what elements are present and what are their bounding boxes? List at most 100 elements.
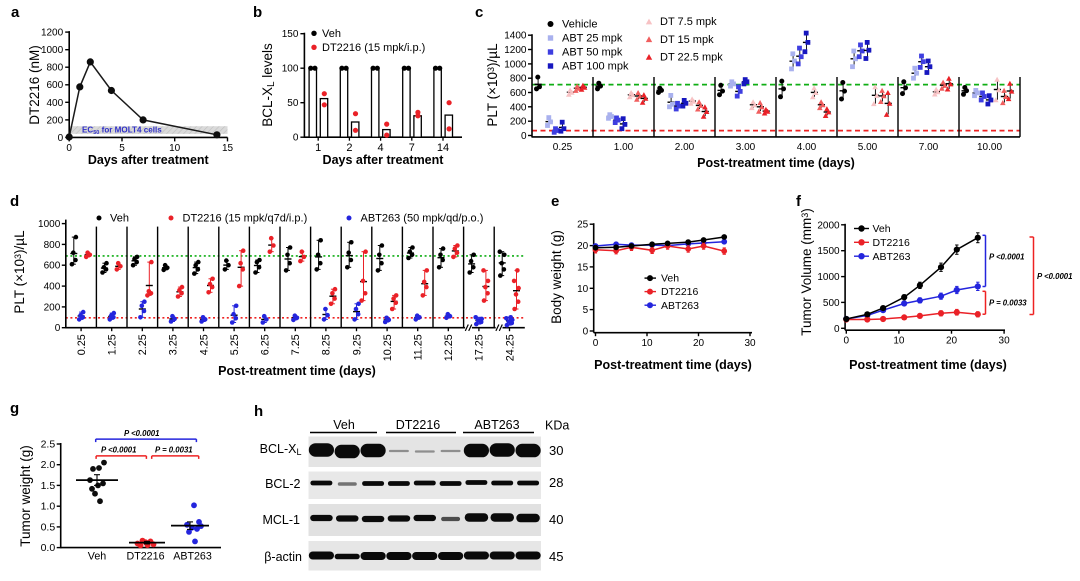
- svg-text:200: 200: [44, 302, 61, 313]
- svg-text:0: 0: [593, 338, 599, 349]
- svg-text:MCL-1: MCL-1: [262, 513, 300, 527]
- svg-text:Post-treatment time (days): Post-treatment time (days): [697, 156, 855, 170]
- svg-text:200: 200: [510, 117, 527, 128]
- svg-text:a: a: [11, 4, 20, 21]
- svg-text:Body weight (g): Body weight (g): [549, 230, 564, 324]
- svg-text:600: 600: [510, 88, 527, 99]
- svg-text:d: d: [10, 193, 19, 210]
- svg-text:10: 10: [641, 338, 653, 349]
- svg-text:1200: 1200: [41, 28, 64, 39]
- svg-text:0.0: 0.0: [41, 542, 56, 554]
- svg-text:12.25: 12.25: [443, 334, 455, 361]
- svg-text:1.00: 1.00: [614, 142, 634, 153]
- svg-text:2000: 2000: [817, 220, 840, 231]
- svg-text:0.5: 0.5: [41, 521, 56, 533]
- svg-text:Post-treatment time (days): Post-treatment time (days): [218, 364, 376, 378]
- svg-text:ABT 100 mpk: ABT 100 mpk: [562, 61, 629, 73]
- svg-text:10: 10: [169, 143, 181, 154]
- svg-text:0: 0: [293, 133, 299, 144]
- svg-text:ABT263: ABT263: [873, 251, 911, 263]
- svg-text:800: 800: [44, 240, 61, 251]
- svg-text:g: g: [10, 400, 19, 417]
- svg-text:DT2216 (15 mpk/i.p.): DT2216 (15 mpk/i.p.): [322, 42, 425, 54]
- svg-text:BCL-XL: BCL-XL: [260, 442, 302, 457]
- svg-text:4.25: 4.25: [198, 334, 210, 355]
- svg-text:10.00: 10.00: [977, 142, 1002, 153]
- svg-text:150: 150: [282, 29, 299, 40]
- svg-text:1000: 1000: [41, 45, 64, 56]
- svg-text:2: 2: [346, 142, 352, 154]
- svg-text:ABT 25 mpk: ABT 25 mpk: [562, 33, 623, 45]
- svg-text:1000: 1000: [817, 272, 840, 283]
- svg-text:10.25: 10.25: [382, 334, 394, 361]
- svg-text:0: 0: [844, 336, 850, 347]
- svg-text:24.25: 24.25: [504, 334, 516, 361]
- svg-text:0.25: 0.25: [553, 142, 573, 153]
- svg-text:Veh: Veh: [110, 213, 129, 225]
- svg-text:P <0.0001: P <0.0001: [124, 429, 159, 438]
- svg-text:50: 50: [287, 98, 299, 109]
- svg-text:0: 0: [583, 327, 589, 338]
- svg-text:500: 500: [823, 298, 840, 309]
- svg-text:c: c: [475, 4, 483, 21]
- svg-text:BCL-2: BCL-2: [265, 477, 300, 491]
- svg-text:0.25: 0.25: [76, 334, 88, 355]
- svg-text:P = 0.0031: P = 0.0031: [155, 446, 193, 455]
- svg-text:PLT (×103)/µL: PLT (×103)/µL: [485, 43, 500, 127]
- svg-text:DT2216 (nM): DT2216 (nM): [27, 45, 42, 125]
- svg-text:25: 25: [577, 220, 589, 231]
- svg-text:ABT 50 mpk: ABT 50 mpk: [562, 47, 623, 59]
- svg-text:ABT263: ABT263: [661, 300, 699, 312]
- svg-text:P = 0.0033: P = 0.0033: [989, 299, 1027, 308]
- svg-text:11.25: 11.25: [413, 334, 425, 360]
- svg-text:DT2216: DT2216: [126, 551, 164, 563]
- svg-text:5.00: 5.00: [858, 142, 878, 153]
- svg-text:Veh: Veh: [88, 551, 106, 563]
- svg-text:1200: 1200: [504, 45, 527, 56]
- svg-text:5: 5: [119, 143, 125, 154]
- svg-text:DT 7.5 mpk: DT 7.5 mpk: [660, 16, 717, 28]
- svg-text:1500: 1500: [817, 246, 840, 257]
- svg-text:DT2216 (15 mpk/q7d/i.p.): DT2216 (15 mpk/q7d/i.p.): [183, 213, 308, 225]
- svg-text:h: h: [254, 403, 263, 420]
- svg-text:b: b: [253, 4, 262, 21]
- svg-text:DT2216: DT2216: [396, 418, 441, 432]
- svg-text:100: 100: [282, 64, 299, 75]
- svg-text:20: 20: [577, 241, 589, 252]
- svg-text:P <0.0001: P <0.0001: [989, 253, 1024, 262]
- svg-text:20: 20: [946, 336, 958, 347]
- svg-text:800: 800: [47, 63, 64, 74]
- svg-text:Vehicle: Vehicle: [562, 19, 597, 31]
- svg-text:Veh: Veh: [661, 273, 679, 285]
- svg-text:1000: 1000: [504, 59, 527, 70]
- svg-text:Tumor Volume (mm3): Tumor Volume (mm3): [799, 208, 814, 336]
- svg-text:5: 5: [583, 305, 589, 316]
- svg-text:28: 28: [549, 475, 563, 490]
- svg-text:BCL-XL levels: BCL-XL levels: [260, 43, 277, 127]
- svg-text:KDa: KDa: [545, 419, 569, 433]
- svg-text:DT 15 mpk: DT 15 mpk: [660, 34, 714, 46]
- svg-text:400: 400: [510, 102, 527, 113]
- svg-text:45: 45: [549, 549, 563, 564]
- svg-text:800: 800: [510, 74, 527, 85]
- svg-text:6.25: 6.25: [260, 334, 272, 355]
- svg-text:2.25: 2.25: [137, 334, 149, 355]
- svg-text:40: 40: [549, 512, 563, 527]
- svg-text:0: 0: [58, 133, 64, 144]
- svg-text:Days after treatment: Days after treatment: [323, 153, 445, 167]
- svg-text:10: 10: [577, 284, 589, 295]
- svg-text:f: f: [796, 193, 802, 210]
- svg-text:4.00: 4.00: [797, 142, 817, 153]
- svg-text:5.25: 5.25: [229, 334, 241, 355]
- svg-text:0: 0: [521, 131, 527, 142]
- svg-text:β-actin: β-actin: [264, 550, 302, 564]
- svg-text:0: 0: [66, 143, 72, 154]
- svg-text:Veh: Veh: [333, 418, 355, 432]
- svg-text:7: 7: [409, 142, 415, 154]
- svg-text:DT2216: DT2216: [661, 286, 699, 298]
- svg-text:14: 14: [437, 142, 449, 154]
- svg-text:P <0.0001: P <0.0001: [101, 446, 136, 455]
- svg-text:1: 1: [315, 142, 321, 154]
- svg-text:e: e: [551, 193, 559, 210]
- svg-text:7.00: 7.00: [919, 142, 939, 153]
